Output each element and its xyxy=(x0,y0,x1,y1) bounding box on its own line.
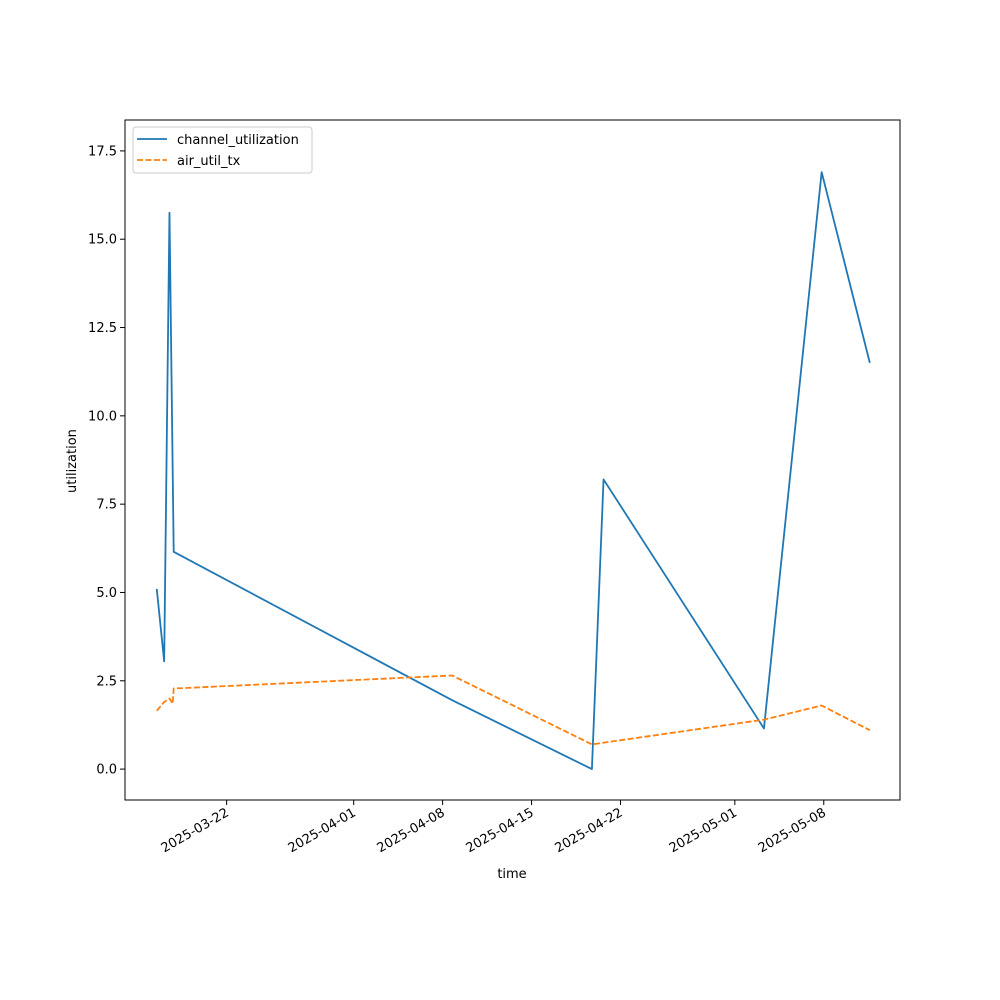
y-tick-label: 12.5 xyxy=(88,321,117,336)
x-tick-label: 2025-05-01 xyxy=(667,805,740,856)
legend-label: air_util_tx xyxy=(177,154,241,169)
x-tick-label: 2025-04-15 xyxy=(464,805,537,856)
series-line-air-util-tx xyxy=(156,674,871,746)
y-tick-label: 2.5 xyxy=(96,674,117,689)
y-tick-label: 0.0 xyxy=(96,763,117,778)
x-tick-label: 2025-04-22 xyxy=(553,805,626,856)
plot-area xyxy=(124,119,901,801)
legend-box xyxy=(132,126,313,174)
series-line-channel-utilization xyxy=(155,171,871,770)
x-axis: 2025-03-22 2025-04-01 2025-04-08 2025-04-15… xyxy=(159,800,829,856)
plot-frame xyxy=(124,119,901,801)
y-tick-label: 5.0 xyxy=(96,586,117,601)
x-tick-label: 2025-05-08 xyxy=(756,805,829,856)
x-tick-label: 2025-04-08 xyxy=(375,805,448,856)
y-tick-label: 15.0 xyxy=(88,233,117,248)
x-tick-label: 2025-03-22 xyxy=(159,805,232,856)
legend: channel_utilization air_util_tx xyxy=(132,126,313,174)
y-tick-label: 7.5 xyxy=(96,498,117,513)
x-axis-label: time xyxy=(497,867,526,882)
y-tick-label: 10.0 xyxy=(88,409,117,424)
y-axis: 0.0 2.5 5.0 7.5 10.0 12.5 15.0 17.5 xyxy=(88,144,125,778)
y-axis-label: utilization xyxy=(65,429,80,493)
y-tick-label: 17.5 xyxy=(88,144,117,159)
legend-label: channel_utilization xyxy=(177,133,299,148)
x-tick-label: 2025-04-01 xyxy=(286,805,359,856)
